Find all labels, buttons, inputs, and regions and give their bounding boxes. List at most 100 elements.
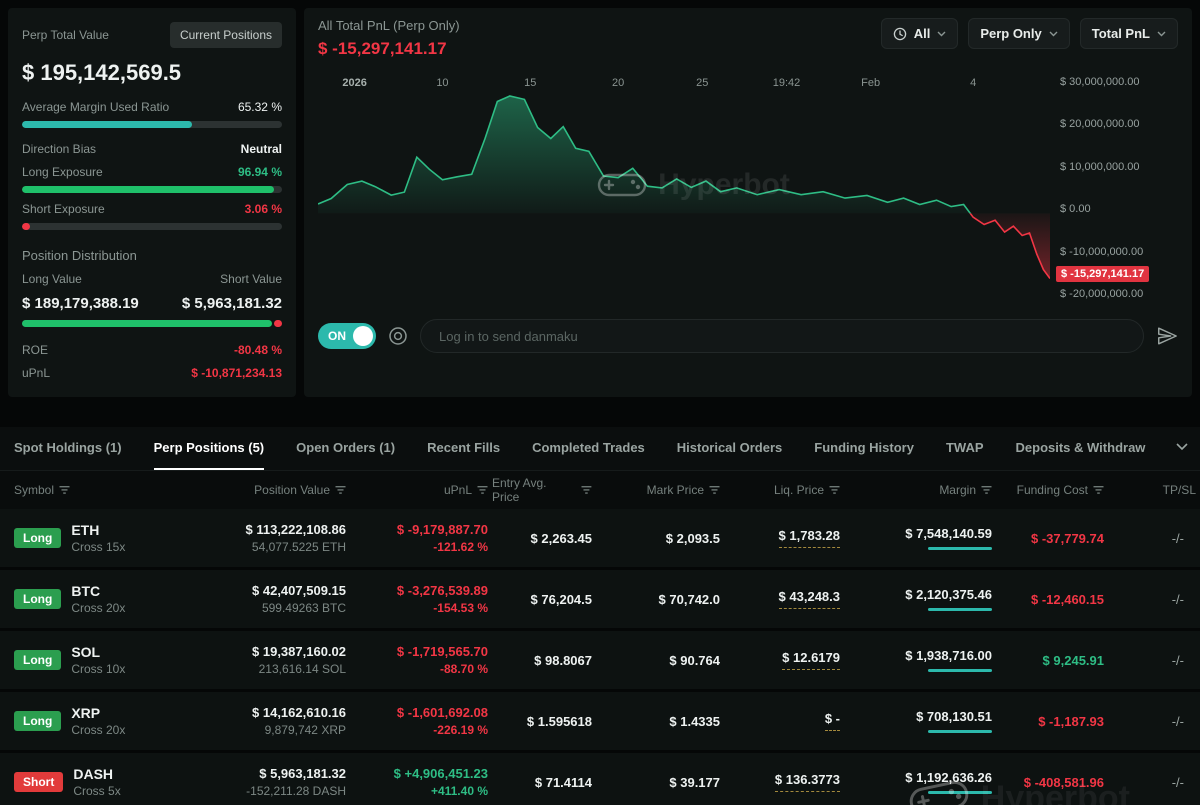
entry-price-cell: $ 1.595618 xyxy=(526,713,592,729)
filter-icon[interactable] xyxy=(981,485,992,495)
current-positions-button[interactable]: Current Positions xyxy=(169,22,282,48)
tab-historical-orders[interactable]: Historical Orders xyxy=(676,440,783,455)
column-header-liq-price[interactable]: Liq. Price xyxy=(724,483,844,497)
tab-twap[interactable]: TWAP xyxy=(945,440,984,455)
side-badge: Long xyxy=(14,650,62,670)
long-short-split-bar xyxy=(22,320,282,327)
liq-price-cell: $ 12.6179 xyxy=(724,650,844,670)
tab-open-orders-1[interactable]: Open Orders (1) xyxy=(296,440,396,455)
column-header-funding-cost[interactable]: Funding Cost xyxy=(996,483,1108,497)
upnl-label: uPnL xyxy=(22,366,51,380)
y-axis-tick: $ -10,000,000.00 xyxy=(1060,245,1144,258)
metric-select[interactable]: Total PnL xyxy=(1079,18,1178,49)
filter-icon[interactable] xyxy=(59,485,70,495)
column-label: uPnL xyxy=(443,483,472,497)
danmaku-bar: ON xyxy=(318,319,1178,353)
tab-deposits-withdraw[interactable]: Deposits & Withdraw xyxy=(1015,440,1146,455)
filter-icon[interactable] xyxy=(581,485,592,495)
column-label: Position Value xyxy=(254,483,330,497)
symbol-cell: Long BTC Cross 20x xyxy=(0,583,200,615)
filter-icon[interactable] xyxy=(1093,485,1104,495)
side-badge: Long xyxy=(14,589,62,609)
symbol-cell: Long SOL Cross 10x xyxy=(0,644,200,676)
position-row-xrp[interactable]: Long XRP Cross 20x $ 14,162,610.16 9,879,742… xyxy=(0,692,1200,753)
margin-cell: $ 2,120,375.46 xyxy=(844,587,996,611)
y-axis-tick: $ 0.00 xyxy=(1060,203,1091,216)
chevron-down-icon xyxy=(937,31,946,36)
column-header-mark-price[interactable]: Mark Price xyxy=(596,483,724,497)
direction-bias-value: Neutral xyxy=(240,142,282,156)
tab-funding-history[interactable]: Funding History xyxy=(814,440,914,455)
column-label: Funding Cost xyxy=(1016,483,1088,497)
position-value-cell: $ 19,387,160.02 213,616.14 SOL xyxy=(252,644,346,676)
pnl-chart-panel: All Total PnL (Perp Only) $ -15,297,141.… xyxy=(304,8,1192,397)
toggle-knob xyxy=(353,326,373,346)
position-row-eth[interactable]: Long ETH Cross 15x $ 113,222,108.86 54,077.5… xyxy=(0,509,1200,570)
tpsl-cell: -/- xyxy=(1171,530,1184,546)
danmaku-toggle-label: ON xyxy=(328,329,346,343)
position-row-dash[interactable]: Short DASH Cross 5x $ 5,963,181.32 -152,211.… xyxy=(0,753,1200,805)
x-axis-tick: 19:42 xyxy=(772,77,801,89)
column-header-margin[interactable]: Margin xyxy=(844,483,996,497)
y-axis-tick: $ 10,000,000.00 xyxy=(1060,160,1140,173)
column-header-symbol[interactable]: Symbol xyxy=(0,483,200,497)
side-badge: Long xyxy=(14,711,62,731)
tab-spot-holdings-1[interactable]: Spot Holdings (1) xyxy=(14,440,122,455)
perp-total-value: $ 195,142,569.5 xyxy=(22,60,182,85)
short-value: $ 5,963,181.32 xyxy=(181,295,282,312)
margin-bar xyxy=(928,791,992,794)
tab-recent-fills[interactable]: Recent Fills xyxy=(427,440,501,455)
column-header-entry-avg-price[interactable]: Entry Avg. Price xyxy=(492,476,596,504)
entry-price-cell: $ 71.4114 xyxy=(534,774,592,790)
filter-icon[interactable] xyxy=(335,485,346,495)
mark-price-cell: $ 90.764 xyxy=(669,652,720,668)
column-label: Margin xyxy=(939,483,976,497)
margin-cell: $ 1,938,716.00 xyxy=(844,648,996,672)
perp-total-value-panel: Perp Total Value Current Positions $ 195… xyxy=(8,8,296,397)
column-header-position-value[interactable]: Position Value xyxy=(200,483,350,497)
position-value-cell: $ 14,162,610.16 9,879,742 XRP xyxy=(252,705,346,737)
position-row-btc[interactable]: Long BTC Cross 20x $ 42,407,509.15 599.49263… xyxy=(0,570,1200,631)
funding-cost-cell: $ -408,581.96 xyxy=(1023,774,1104,790)
filter-icon[interactable] xyxy=(829,485,840,495)
x-axis: 2026 10 15 20 25 19:42 Feb 4 xyxy=(318,73,1050,97)
metric-value: Total PnL xyxy=(1091,26,1150,41)
current-pnl-label: $ -15,297,141.17 xyxy=(1056,266,1150,283)
funding-cost-cell: $ -12,460.15 xyxy=(1030,591,1104,607)
entry-price-cell: $ 76,204.5 xyxy=(530,591,592,607)
mark-price-cell: $ 2,093.5 xyxy=(665,530,720,546)
positions-section: Spot Holdings (1) Perp Positions (5) Open … xyxy=(0,427,1200,805)
scope-select[interactable]: Perp Only xyxy=(968,18,1070,49)
tab-perp-positions-5[interactable]: Perp Positions (5) xyxy=(153,427,265,470)
position-value-cell: $ 113,222,108.86 54,077.5225 ETH xyxy=(245,522,347,554)
x-axis-tick: 4 xyxy=(970,77,977,89)
tpsl-cell: -/- xyxy=(1171,713,1184,729)
funding-cost-cell: $ 9,245.91 xyxy=(1042,652,1104,668)
filter-icon[interactable] xyxy=(709,485,720,495)
send-icon[interactable] xyxy=(1156,325,1178,347)
upnl-value: $ -10,871,234.13 xyxy=(191,366,282,380)
chevron-down-icon xyxy=(1049,31,1058,36)
danmaku-toggle[interactable]: ON xyxy=(318,323,376,349)
y-axis: $ 30,000,000.00 $ 20,000,000.00 $ 10,000,0… xyxy=(1050,69,1178,303)
tabs-expand-icon[interactable] xyxy=(1176,443,1188,451)
roe-label: ROE xyxy=(22,343,49,357)
y-axis-tick: $ 20,000,000.00 xyxy=(1060,118,1140,131)
tab-completed-trades[interactable]: Completed Trades xyxy=(532,440,645,455)
position-row-sol[interactable]: Long SOL Cross 10x $ 19,387,160.02 213,616.1… xyxy=(0,631,1200,692)
upnl-cell: $ +4,906,451.23 +411.40 % xyxy=(393,766,488,798)
x-axis-tick: Feb xyxy=(861,77,881,89)
margin-ratio-value: 65.32 % xyxy=(237,100,282,114)
x-axis-tick: 15 xyxy=(524,77,537,89)
danmaku-input[interactable] xyxy=(420,319,1144,353)
entry-price-cell: $ 98.8067 xyxy=(534,652,592,668)
side-badge: Long xyxy=(14,528,62,548)
danmaku-settings-icon[interactable] xyxy=(388,326,408,346)
column-label: TP/SL xyxy=(1162,483,1196,497)
time-range-select[interactable]: All xyxy=(880,18,959,49)
margin-bar xyxy=(928,608,992,611)
column-header-upnl[interactable]: uPnL xyxy=(350,483,492,497)
filter-icon[interactable] xyxy=(477,485,488,495)
pnl-chart[interactable]: Hyperbot 2026 10 15 20 25 19:42 Feb 4 xyxy=(318,73,1050,307)
liq-price-cell: $ 136.3773 xyxy=(724,772,844,792)
